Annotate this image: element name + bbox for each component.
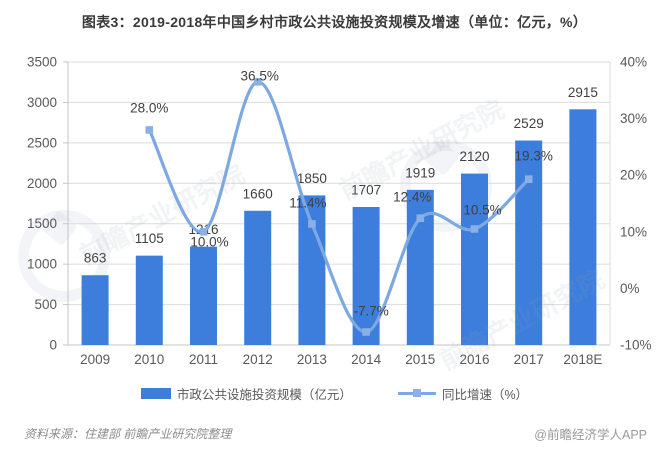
bar-label-2014: 1707 xyxy=(351,182,381,197)
y-right-tick-label: 40% xyxy=(620,55,647,70)
y-right-tick-label: 20% xyxy=(620,168,647,183)
legend-item-investment: 市政公共设施投资规模（亿元） xyxy=(140,384,352,403)
bar-series-swatch xyxy=(140,388,171,399)
x-tick-label-2018E: 2018E xyxy=(563,352,602,367)
x-tick-label-2017: 2017 xyxy=(514,352,544,367)
bar-2012 xyxy=(244,210,272,345)
y-right-tick-label: -10% xyxy=(620,338,652,353)
bar-2011 xyxy=(190,246,217,345)
y-left-tick-label: 1500 xyxy=(27,216,57,231)
x-tick-label-2014: 2014 xyxy=(351,352,382,367)
y-left-tick-label: 3500 xyxy=(27,55,57,70)
line-marker-2013 xyxy=(308,220,316,228)
y-right-tick-label: 0% xyxy=(620,281,640,296)
bar-label-2009: 863 xyxy=(84,251,107,266)
bar-2018E xyxy=(569,109,597,346)
x-tick-label-2010: 2010 xyxy=(134,352,164,367)
x-tick-label-2013: 2013 xyxy=(297,352,327,367)
line-label-2013: 11.4% xyxy=(289,195,326,210)
line-marker-2015 xyxy=(416,214,425,223)
line-label-2017: 19.3% xyxy=(515,149,553,164)
line-marker-swatch xyxy=(412,389,421,397)
line-label-2016: 10.5% xyxy=(463,202,501,217)
x-tick-label-2015: 2015 xyxy=(405,352,435,367)
bar-2010 xyxy=(135,255,163,345)
bar-label-2016: 2120 xyxy=(459,149,489,164)
source-note: 资料来源：住建部 前瞻产业研究院整理 xyxy=(24,427,232,441)
bar-2016 xyxy=(461,173,488,345)
y-right-tick-label: 30% xyxy=(620,111,647,126)
bar-label-2015: 1919 xyxy=(405,165,435,180)
growth-line xyxy=(147,80,531,334)
line-label-2014: -7.7% xyxy=(353,303,388,318)
x-tick-label-2009: 2009 xyxy=(80,352,110,367)
bar-2013 xyxy=(298,195,326,345)
combo-chart: 0 500 1000 1500 2000 2500 3000 3500 -10% 0% 10% 20%… xyxy=(27,55,652,368)
bar-label-2018E: 2915 xyxy=(568,85,598,100)
y-left-tick-label: 500 xyxy=(34,297,57,312)
line-label-2011: 10.0% xyxy=(190,234,228,249)
line-label-2012: 36.5% xyxy=(241,68,279,83)
credit-note: @前瞻经济学人APP xyxy=(534,428,647,442)
line-marker-2014 xyxy=(362,328,370,336)
y-left-tick-label: 1000 xyxy=(27,257,57,272)
legend-item-growth: 同比增速（%） xyxy=(397,384,529,403)
y-right-tick-label: 10% xyxy=(620,224,647,239)
y-left-tick-label: 0 xyxy=(49,338,57,353)
bar-2009 xyxy=(81,275,109,345)
bar-label-2013: 1850 xyxy=(297,171,327,186)
y-left-tick-label: 2500 xyxy=(27,135,57,150)
bar-label-2017: 2529 xyxy=(514,116,544,131)
x-tick-label-2012: 2012 xyxy=(243,352,273,367)
y-left-tick-label: 2000 xyxy=(27,176,57,191)
bar-2017 xyxy=(515,140,543,345)
chart-title: 图表3：2019-2018年中国乡村市政公共设施投资规模及增速（单位：亿元，%） xyxy=(81,14,588,30)
line-marker-2017 xyxy=(524,175,533,183)
legend-label-investment: 市政公共设施投资规模（亿元） xyxy=(176,388,352,402)
line-marker-2011 xyxy=(199,228,208,236)
line-label-2010: 28.0% xyxy=(130,100,168,115)
legend: 市政公共设施投资规模（亿元） 同比增速（%） xyxy=(0,384,669,403)
line-series-swatch xyxy=(397,389,436,397)
bar-label-2010: 1105 xyxy=(135,231,164,246)
footer: 资料来源：住建部 前瞻产业研究院整理 @前瞻经济学人APP xyxy=(0,424,669,443)
legend-label-growth: 同比增速（%） xyxy=(441,388,529,402)
bar-label-2012: 1660 xyxy=(243,186,273,201)
y-left-tick-label: 3000 xyxy=(27,95,57,110)
line-marker-2016 xyxy=(470,225,479,233)
x-tick-label-2016: 2016 xyxy=(459,352,489,367)
line-marker-2012 xyxy=(253,78,262,86)
x-tick-label-2011: 2011 xyxy=(189,352,218,367)
line-label-2015: 12.4% xyxy=(393,190,431,205)
line-marker-2010 xyxy=(145,126,154,134)
